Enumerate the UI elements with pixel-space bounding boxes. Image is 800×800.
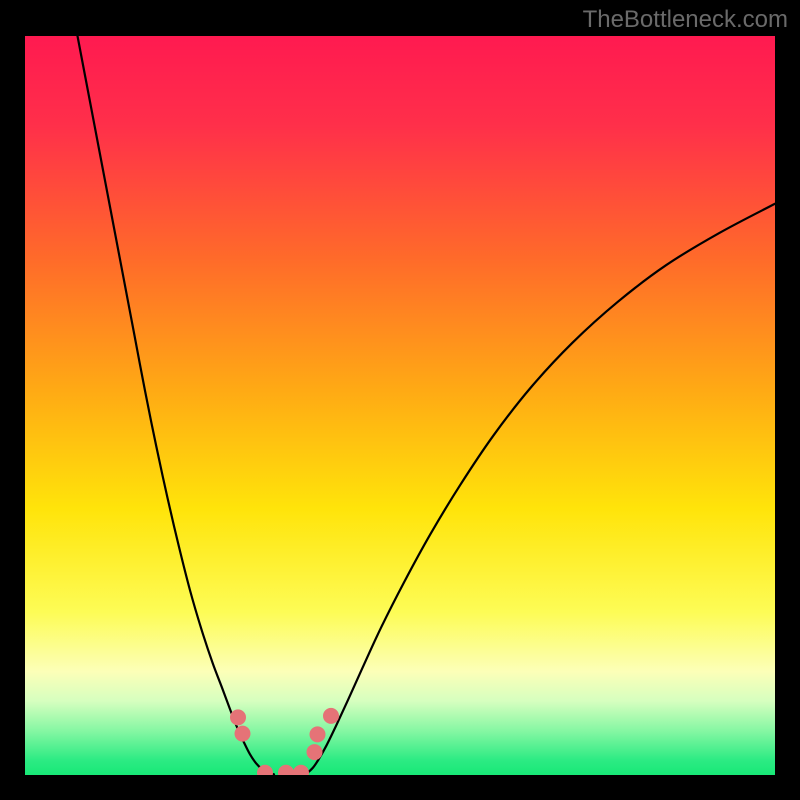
marker-dot xyxy=(231,710,246,725)
marker-dot xyxy=(307,745,322,760)
marker-dot xyxy=(324,708,339,723)
watermark-text: TheBottleneck.com xyxy=(583,6,788,34)
plot-area xyxy=(25,36,775,775)
bottleneck-chart xyxy=(0,0,800,800)
marker-dot xyxy=(235,726,250,741)
marker-dot xyxy=(310,727,325,742)
